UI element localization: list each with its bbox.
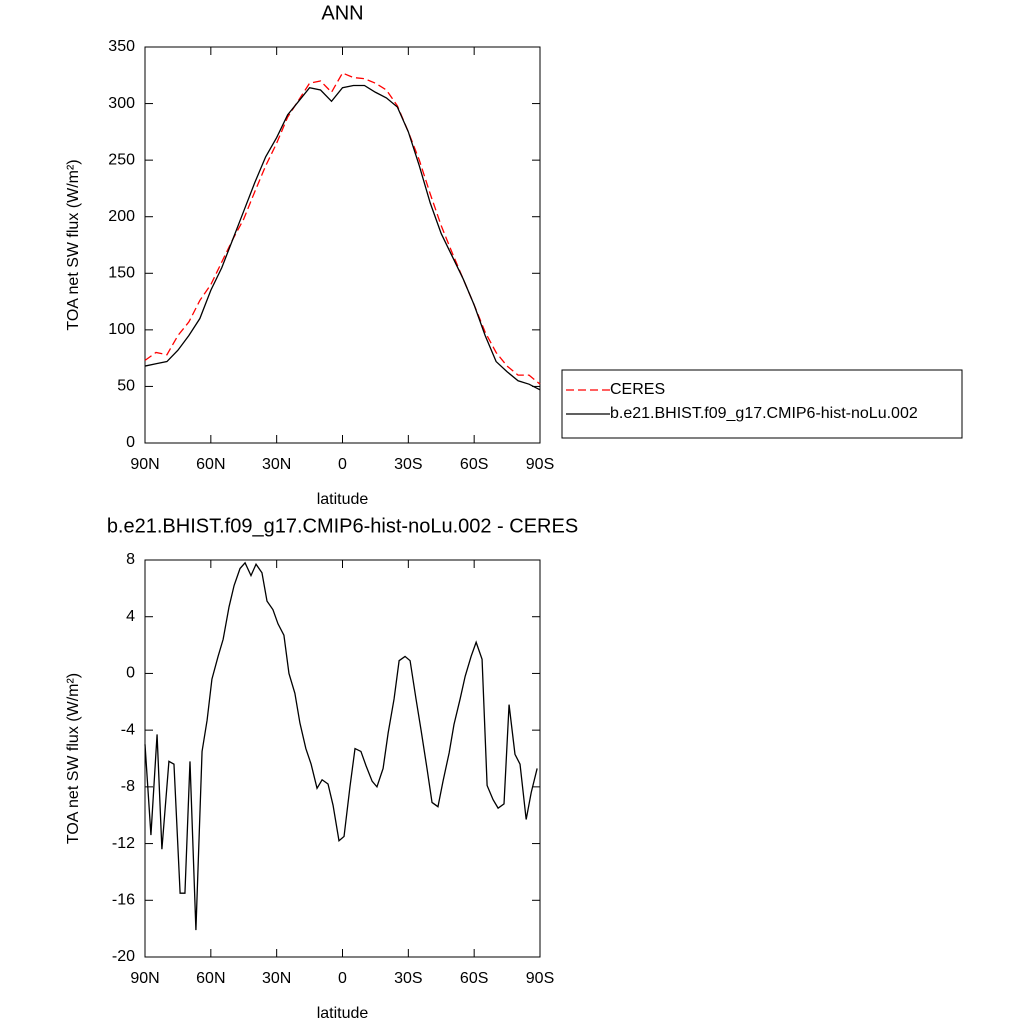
y-tick-label: -4 [121, 721, 135, 738]
y-axis-label: TOA net SW flux (W/m²) [65, 159, 82, 330]
x-tick-label: 90N [130, 970, 159, 987]
y-tick-label: -8 [121, 778, 135, 795]
x-axis-label: latitude [317, 491, 369, 508]
x-tick-label: 60S [460, 456, 488, 473]
y-tick-label: 250 [108, 151, 135, 168]
y-tick-label: -20 [112, 948, 135, 965]
legend-box [561, 369, 963, 439]
x-tick-label: 60N [196, 970, 225, 987]
y-tick-label: 100 [108, 321, 135, 338]
x-tick-label: 30N [262, 456, 291, 473]
chart-title: b.e21.BHIST.f09_g17.CMIP6-hist-noLu.002 … [107, 515, 578, 537]
plot-frame [144, 559, 541, 958]
x-tick-label: 30S [394, 456, 422, 473]
x-tick-label: 90S [526, 456, 554, 473]
x-tick-label: 30S [394, 970, 422, 987]
y-tick-label: 200 [108, 208, 135, 225]
y-tick-label: 4 [126, 608, 135, 625]
y-tick-label: 150 [108, 265, 135, 282]
x-tick-label: 30N [262, 970, 291, 987]
x-axis-label: latitude [317, 1005, 369, 1022]
x-tick-label: 90N [130, 456, 159, 473]
data-line [144, 561, 538, 931]
data-line [144, 84, 541, 391]
legend-label: CERES [610, 381, 665, 398]
y-tick-label: 50 [117, 378, 135, 395]
x-tick-label: 90S [526, 970, 554, 987]
legend-label: b.e21.BHIST.f09_g17.CMIP6-hist-noLu.002 [610, 405, 918, 422]
x-tick-label: 60N [196, 456, 225, 473]
x-tick-label: 60S [460, 970, 488, 987]
y-tick-label: -12 [112, 835, 135, 852]
x-tick-label: 0 [338, 456, 347, 473]
y-tick-label: 8 [126, 551, 135, 568]
data-line [144, 72, 541, 385]
chart-title: ANN [321, 2, 363, 24]
y-tick-label: 300 [108, 95, 135, 112]
x-tick-label: 0 [338, 970, 347, 987]
y-tick-label: 0 [126, 434, 135, 451]
y-tick-label: 350 [108, 38, 135, 55]
plot-frame [144, 46, 541, 444]
y-tick-label: -16 [112, 892, 135, 909]
y-tick-label: 0 [126, 665, 135, 682]
y-axis-label: TOA net SW flux (W/m²) [65, 673, 82, 844]
